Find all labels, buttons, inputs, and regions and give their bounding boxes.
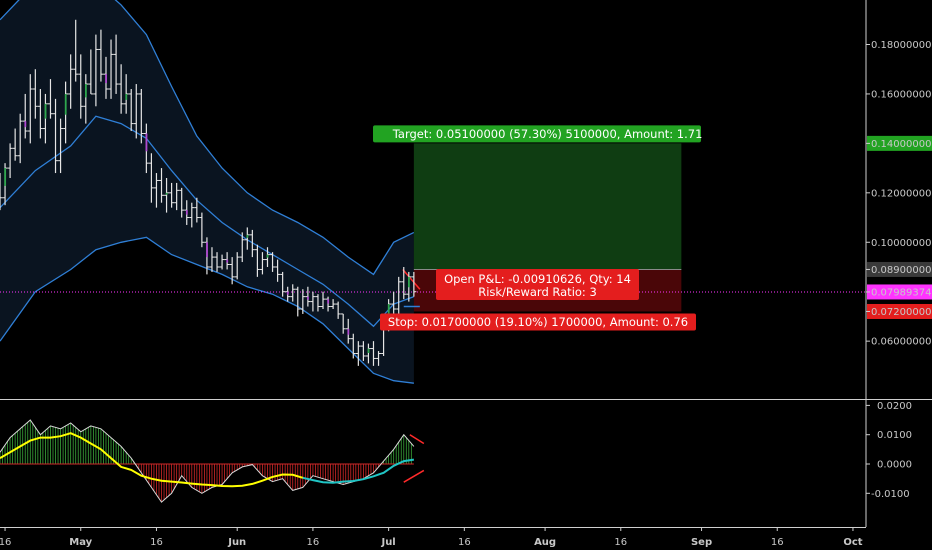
price-tick-label: 0.07989374 <box>871 287 931 298</box>
band-lower-line <box>0 236 414 384</box>
candle-marker <box>347 328 350 335</box>
price-axis-label-bg-current <box>867 284 932 300</box>
candle-marker <box>246 234 249 238</box>
price-tick-label: 0.07200000 <box>871 307 931 318</box>
stop-label-box[interactable] <box>380 313 696 331</box>
candle-marker <box>185 210 188 215</box>
osc-tick-label: 0.0200 <box>877 401 912 412</box>
pnl-label-line1: Open P&L: -0.00910626, Qty: 14 <box>444 272 631 286</box>
time-tick-label: 16 <box>771 537 784 548</box>
candle-marker <box>4 168 7 186</box>
candle-marker <box>387 304 390 318</box>
candle-marker <box>206 242 208 258</box>
time-tick-label: Jul <box>380 537 395 548</box>
price-tick-label: 0.18000000 <box>871 40 931 51</box>
candle-marker <box>24 121 27 128</box>
time-tick-label: 16 <box>0 537 11 548</box>
osc-divergence-lower <box>403 469 425 483</box>
candle-marker <box>44 103 47 119</box>
time-tick-label: 16 <box>150 537 163 548</box>
target-label-box[interactable] <box>373 125 701 143</box>
time-tick-label: Sep <box>691 537 712 548</box>
candle-marker <box>307 296 309 300</box>
price-divergence-line <box>402 268 421 290</box>
candle-marker <box>165 192 168 195</box>
osc-tick-label: 0.0100 <box>877 430 912 441</box>
candle-marker <box>408 276 410 288</box>
price-tick-label: 0.14000000 <box>871 139 931 150</box>
candle-marker <box>367 348 370 354</box>
band-fill <box>0 0 414 384</box>
candle-marker <box>125 93 128 100</box>
candle-marker <box>226 259 229 263</box>
time-tick-label: 16 <box>614 537 627 548</box>
candle-marker <box>85 84 87 98</box>
pane-borders <box>0 0 932 528</box>
price-tick-label: 0.06000000 <box>871 337 931 348</box>
band-upper-line <box>0 0 415 276</box>
osc-tick-label: 0.0000 <box>877 460 912 471</box>
osc-signal-line-cyan <box>302 458 415 484</box>
time-tick-label: Jun <box>227 537 246 548</box>
target-label-text: Target: 0.05100000 (57.30%) 5100000, Amo… <box>392 127 703 141</box>
candle-marker <box>327 299 330 304</box>
oscillator-axis[interactable]: 0.0200 0.0100 0.0000 -0.0100 <box>866 401 912 500</box>
band-middle-line <box>0 115 415 328</box>
bollinger-bands <box>0 0 415 384</box>
position-labels[interactable]: Target: 0.05100000 (57.30%) 5100000, Amo… <box>373 125 703 331</box>
price-tick-label: 0.08900000 <box>871 265 931 276</box>
candle-marker <box>105 74 107 84</box>
time-tick-label: Aug <box>534 537 556 548</box>
osc-tick-label: -0.0100 <box>871 489 910 500</box>
candle-marker <box>266 254 269 258</box>
time-tick-label: Oct <box>843 537 862 548</box>
time-tick-label: May <box>69 537 92 548</box>
price-axis-label-bg-entry <box>867 261 932 277</box>
price-axis-label-bg-stop <box>867 303 932 319</box>
price-tick-label: 0.10000000 <box>871 238 931 249</box>
candle-marker <box>145 133 148 152</box>
osc-signal-line-yellow <box>0 432 304 488</box>
time-axis[interactable]: 16 May 16 Jun 16 Jul 16 Aug 16 Sep 16 Oct <box>0 527 863 548</box>
stop-label-text: Stop: 0.01700000 (19.10%) 1700000, Amoun… <box>388 315 688 329</box>
price-axis[interactable]: 0.18000000 0.16000000 0.14000000 0.12000000… <box>866 40 932 348</box>
candle-marker <box>286 291 289 295</box>
time-tick-label: 16 <box>307 537 320 548</box>
pnl-label-line2: Risk/Reward Ratio: 3 <box>478 285 597 299</box>
time-tick-label: 16 <box>458 537 471 548</box>
oscillator-pane <box>0 419 425 503</box>
price-tick-label: 0.16000000 <box>871 89 931 100</box>
price-tick-label: 0.12000000 <box>871 188 931 199</box>
osc-macd-outline <box>0 419 415 503</box>
price-axis-label-bg-target <box>867 135 932 151</box>
pnl-label-box[interactable] <box>436 269 639 300</box>
target-zone[interactable] <box>413 143 682 270</box>
osc-divergence-upper <box>409 434 425 445</box>
candle-marker <box>64 93 67 115</box>
